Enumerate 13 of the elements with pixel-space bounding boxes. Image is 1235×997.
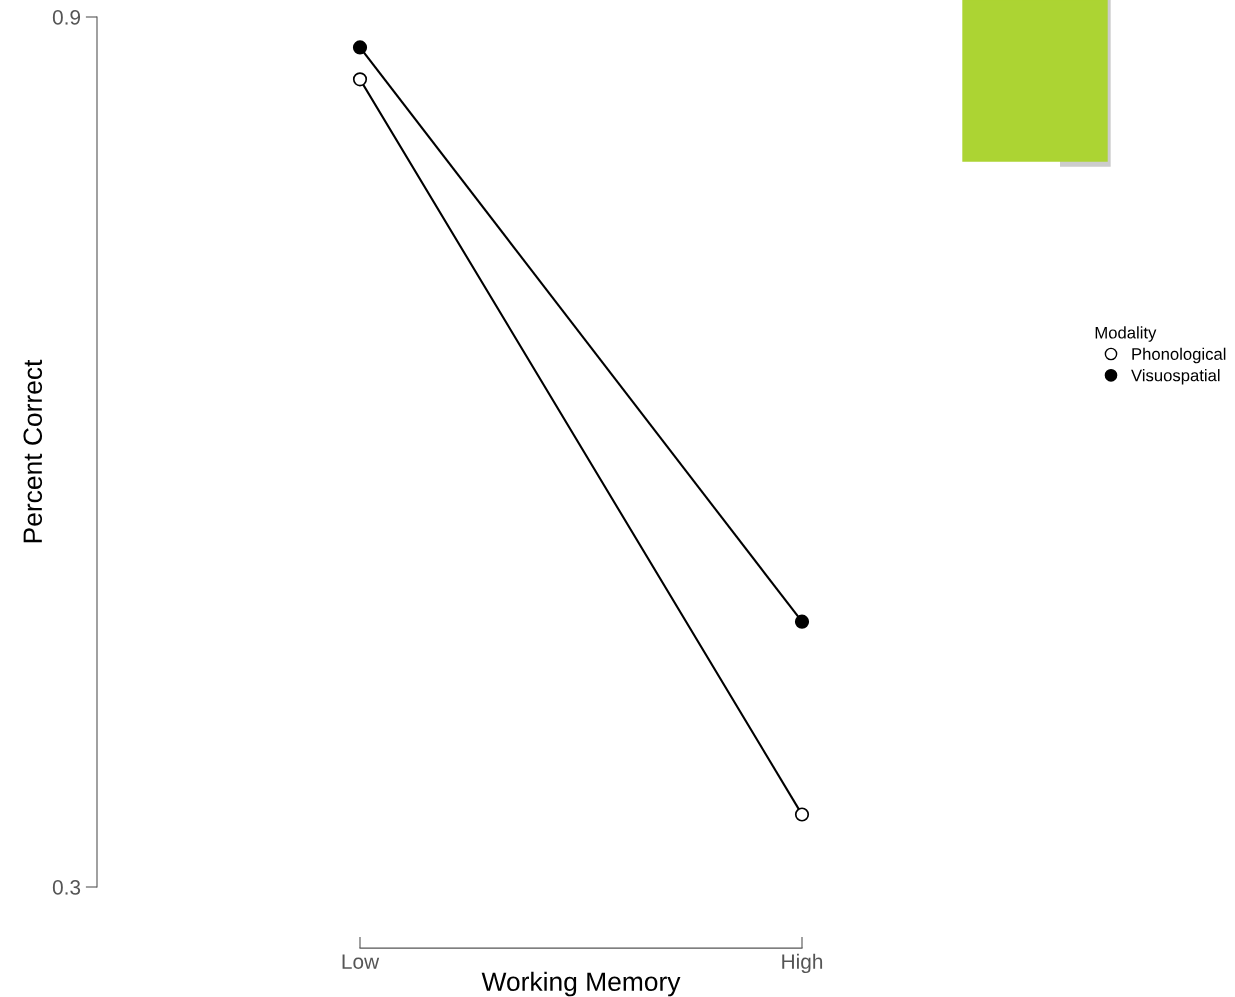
x-tick-label: High (782, 953, 823, 974)
point (794, 614, 810, 629)
legend-title: Modality (1095, 326, 1157, 342)
point (352, 72, 368, 87)
x-axis-title: Working Memory (481, 971, 681, 997)
legend-label: Phonological (1132, 347, 1226, 364)
point (794, 807, 810, 822)
y-tick-label: 0.9 (52, 10, 81, 25)
x-tick-label: Low (342, 954, 380, 969)
y-tick-label: 0.3 (52, 880, 81, 895)
y-axis-title: Percent Correct (23, 359, 43, 543)
point (352, 40, 368, 55)
legend-label: Visuospatial (1131, 369, 1220, 385)
